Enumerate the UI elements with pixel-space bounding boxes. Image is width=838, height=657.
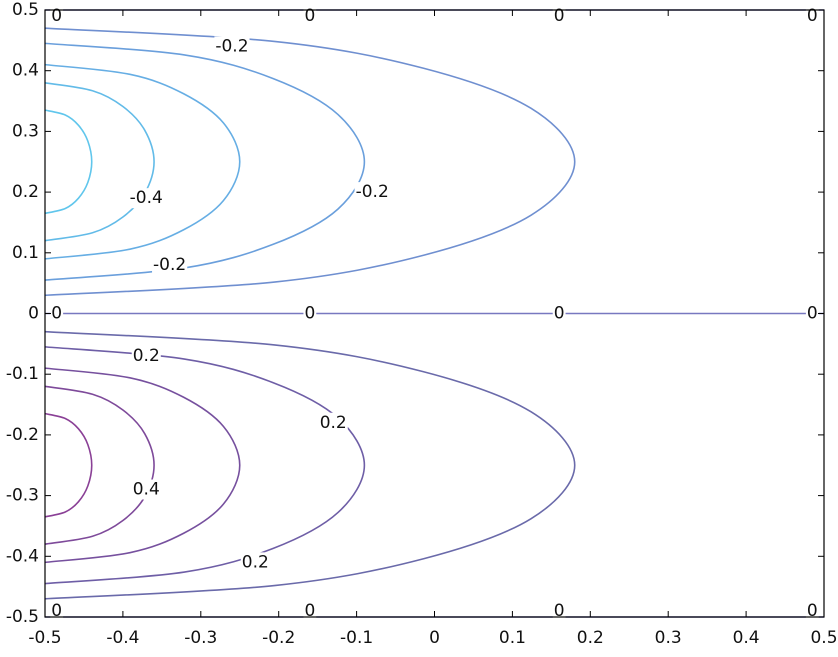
contour-line — [44, 367, 241, 564]
x-tick-label: 0.4 — [733, 628, 760, 648]
contour-line — [44, 63, 241, 260]
y-tick-label: -0.4 — [6, 546, 39, 566]
contour-label: 0 — [51, 6, 62, 26]
x-tick-label: -0.3 — [184, 628, 217, 648]
contour-label-bg — [552, 600, 566, 621]
contour-label: 0 — [304, 601, 315, 621]
contour-label-bg — [128, 188, 164, 209]
x-tick-label: -0.1 — [340, 628, 373, 648]
contour-label-bg — [805, 600, 819, 621]
y-tick-label: 0.3 — [12, 121, 39, 141]
contour-line — [44, 82, 155, 242]
contour-label: 0.4 — [133, 480, 160, 500]
contour-label: -0.2 — [153, 255, 186, 275]
x-tick-label: 0.3 — [655, 628, 682, 648]
contour-label-bg — [50, 600, 64, 621]
contour-label-bg — [50, 303, 64, 324]
contour-label-bg — [552, 6, 566, 27]
contour-label: 0 — [304, 6, 315, 26]
contour-line — [44, 330, 576, 600]
contour-label-bg — [318, 412, 348, 433]
contour-label: 0 — [554, 304, 565, 324]
contour-label: 0 — [554, 601, 565, 621]
contour-label-bg — [152, 254, 188, 275]
contour-label-bg — [354, 182, 390, 203]
contour-label-bg — [805, 303, 819, 324]
contour-label: 0 — [807, 601, 818, 621]
y-tick-label: 0 — [28, 304, 39, 324]
x-tick-label: -0.4 — [106, 628, 139, 648]
contour-label: -0.2 — [215, 36, 248, 56]
contour-label-bg — [303, 600, 317, 621]
contour-line — [44, 27, 576, 297]
contour-label-bg — [303, 6, 317, 27]
contour-label: 0 — [304, 304, 315, 324]
y-tick-label: -0.2 — [6, 425, 39, 445]
x-tick-label: 0.2 — [577, 628, 604, 648]
y-tick-label: 0.2 — [12, 182, 39, 202]
x-tick-label: -0.2 — [262, 628, 295, 648]
contour-label-bg — [131, 345, 161, 366]
contour-label-bg — [805, 6, 819, 27]
contour-line — [44, 109, 93, 215]
x-tick-label: 0 — [429, 628, 440, 648]
contour-label: 0 — [51, 601, 62, 621]
y-tick-label: -0.1 — [6, 364, 39, 384]
contour-label-bg — [303, 303, 317, 324]
contour-label-bg — [214, 36, 250, 57]
contour-label: 0.2 — [320, 413, 347, 433]
contour-label: 0.2 — [242, 552, 269, 572]
contour-label: 0 — [554, 6, 565, 26]
contour-label-bg — [552, 303, 566, 324]
contour-label-bg — [50, 6, 64, 27]
y-tick-label: -0.5 — [6, 607, 39, 627]
contour-label: 0 — [807, 6, 818, 26]
y-tick-label: 0.5 — [12, 0, 39, 20]
contour-label: -0.4 — [130, 188, 163, 208]
contour-line — [44, 412, 93, 518]
contour-label: 0.2 — [133, 346, 160, 366]
y-tick-label: -0.3 — [6, 486, 39, 506]
x-tick-label: -0.5 — [28, 628, 61, 648]
contour-label-bg — [131, 479, 161, 500]
contour-line — [44, 346, 366, 585]
y-tick-label: 0.4 — [12, 61, 39, 81]
x-tick-label: 0.1 — [499, 628, 526, 648]
contour-label-bg — [240, 552, 270, 573]
contour-line — [44, 385, 155, 545]
y-tick-label: 0.1 — [12, 243, 39, 263]
contour-label: 0 — [51, 304, 62, 324]
contour-line — [44, 42, 366, 281]
x-tick-label: 0.5 — [810, 628, 837, 648]
contour-label: 0 — [807, 304, 818, 324]
contour-label: -0.2 — [356, 182, 389, 202]
